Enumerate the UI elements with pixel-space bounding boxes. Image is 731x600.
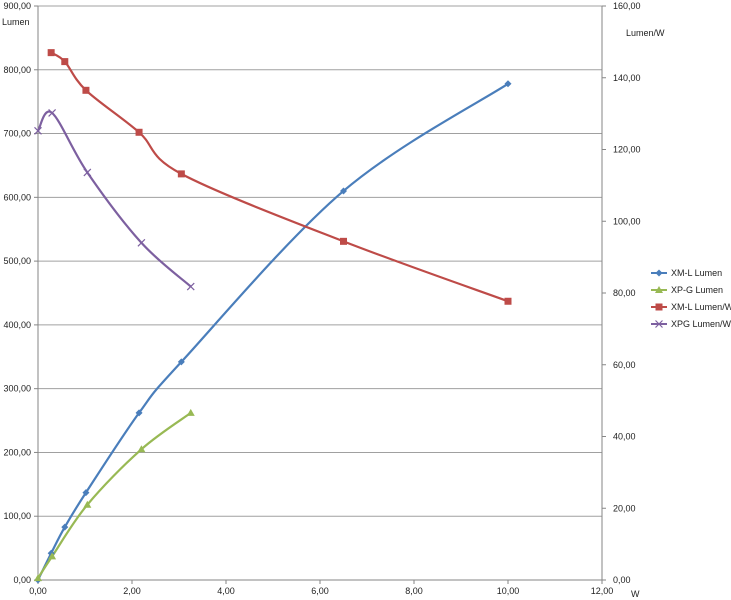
data-point (83, 168, 92, 177)
y-tick-label: 300,00 (3, 384, 31, 394)
y-axis-title: Lumen (2, 17, 30, 27)
data-point (186, 282, 195, 291)
data-point (340, 187, 347, 195)
y2-tick-label: 60,00 (613, 360, 636, 370)
series-line (50, 51, 509, 303)
y-tick-label: 600,00 (3, 192, 31, 202)
y2-tick-label: 40,00 (613, 432, 636, 442)
y2-tick-label: 80,00 (613, 288, 636, 298)
legend-label: XM-L Lumen (671, 268, 722, 278)
y-tick-label: 0,00 (13, 575, 31, 585)
data-point (504, 80, 512, 88)
tick-labels: 0,00 2,00 4,00 6,00 8,00 10,00 12,000,00100,00… (3, 1, 640, 596)
y-tick-label: 900,00 (3, 1, 31, 11)
series-lines (37, 51, 509, 581)
legend: XM-L Lumen XP-G Lumen XM-L Lumen/W XPG Lume… (651, 268, 731, 329)
y-tick-label: 700,00 (3, 129, 31, 139)
series-line (37, 110, 192, 288)
data-point (48, 552, 57, 560)
legend-marker (655, 320, 663, 328)
data-point (34, 126, 42, 135)
x-tick-label: 8,00 (405, 586, 423, 596)
y2-axis-title: Lumen/W (626, 28, 665, 38)
y2-tick-label: 0,00 (613, 575, 631, 585)
legend-marker (655, 286, 663, 293)
data-point (48, 108, 57, 117)
data-point (34, 574, 42, 582)
x-tick-label: 4,00 (217, 586, 235, 596)
data-point (135, 409, 143, 417)
data-point (82, 86, 90, 94)
series-line (37, 82, 509, 581)
legend-label: XP-G Lumen (671, 285, 723, 295)
data-point (504, 297, 512, 305)
legend-marker (655, 303, 663, 311)
data-point (61, 58, 69, 66)
y2-tick-label: 100,00 (613, 216, 641, 226)
data-point (83, 500, 92, 508)
y-tick-label: 500,00 (3, 256, 31, 266)
legend-marker (655, 269, 663, 277)
data-point (47, 49, 55, 57)
data-point (137, 445, 146, 453)
y2-tick-label: 120,00 (613, 145, 641, 155)
data-point (137, 238, 146, 247)
y2-tick-label: 160,00 (613, 1, 641, 11)
y-tick-label: 400,00 (3, 320, 31, 330)
legend-label: XM-L Lumen/W (671, 302, 731, 312)
data-point (61, 523, 69, 531)
y2-tick-label: 140,00 (613, 73, 641, 83)
x-tick-label: 0,00 (29, 586, 47, 596)
data-point (135, 128, 143, 136)
legend-label: XPG Lumen/W (671, 319, 731, 329)
y2-tick-label: 20,00 (613, 503, 636, 513)
data-point (177, 170, 185, 178)
x-axis-title: W (631, 589, 640, 599)
series-markers (34, 49, 512, 584)
y-tick-label: 800,00 (3, 65, 31, 75)
data-point (186, 408, 195, 416)
y-tick-label: 100,00 (3, 511, 31, 521)
y-tick-label: 200,00 (3, 447, 31, 457)
x-tick-label: 10,00 (497, 586, 520, 596)
data-point (340, 237, 347, 245)
gridlines (38, 5, 602, 581)
x-tick-label: 2,00 (123, 586, 141, 596)
data-point (177, 358, 185, 366)
data-point (82, 489, 90, 497)
x-tick-label: 6,00 (311, 586, 329, 596)
x-tick-label: 12,00 (591, 586, 614, 596)
series-line (37, 412, 192, 579)
